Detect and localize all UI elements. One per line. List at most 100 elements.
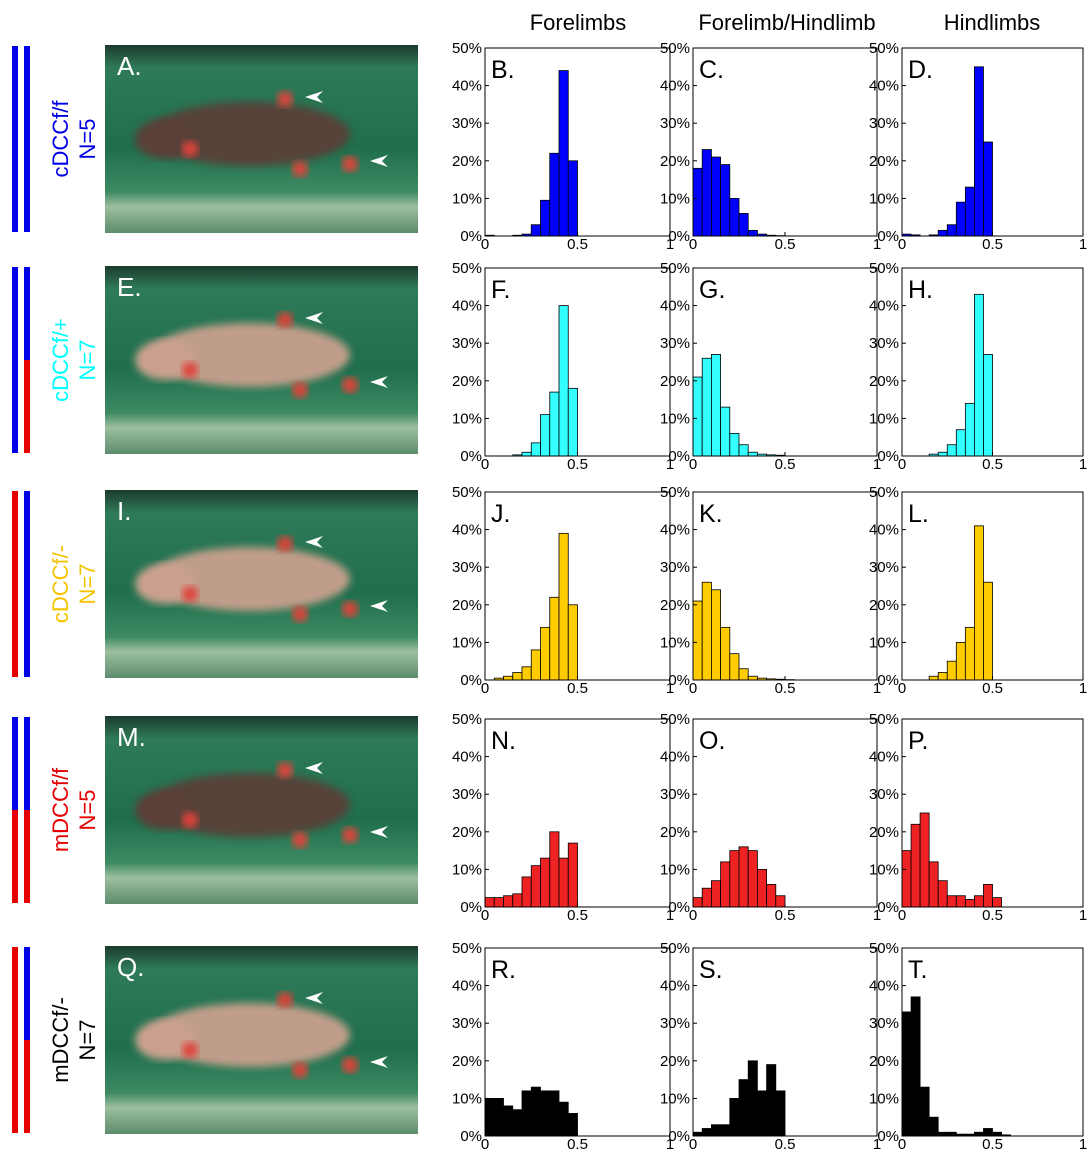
histogram-bar (947, 445, 956, 456)
y-tick-label: 50% (660, 940, 690, 957)
histogram-bar (721, 862, 730, 907)
paw (342, 156, 358, 172)
panel-letter: H. (908, 276, 933, 304)
x-tick-label: 0 (898, 1136, 906, 1153)
paw (277, 992, 293, 1008)
histogram-bar (993, 898, 1002, 907)
y-tick-label: 40% (452, 749, 482, 766)
genotype-bar (12, 947, 18, 1133)
y-tick-label: 0% (668, 672, 690, 689)
y-tick-label: 40% (660, 78, 690, 95)
y-tick-label: 10% (452, 634, 482, 651)
y-tick-label: 0% (877, 672, 899, 689)
histogram-bar (711, 590, 720, 680)
column-header: Forelimbs (530, 10, 627, 35)
histogram-bar (902, 1012, 911, 1136)
x-tick-label: 0.5 (567, 1136, 588, 1153)
y-tick-label: 30% (452, 335, 482, 352)
y-tick-label: 10% (660, 410, 690, 427)
y-tick-label: 20% (660, 153, 690, 170)
x-tick-label: 0.5 (775, 1136, 796, 1153)
y-tick-label: 40% (869, 78, 899, 95)
y-tick-label: 50% (660, 260, 690, 277)
y-tick-label: 0% (877, 228, 899, 245)
paw (292, 382, 308, 398)
histogram-bar (965, 187, 974, 236)
histogram-bar (702, 582, 711, 680)
x-tick-label: 0.5 (567, 236, 588, 253)
y-tick-label: 40% (660, 978, 690, 995)
y-tick-label: 50% (869, 40, 899, 57)
y-tick-label: 0% (877, 1128, 899, 1145)
photo-label: A. (117, 51, 142, 81)
y-tick-label: 20% (869, 597, 899, 614)
genotype-bar (12, 491, 18, 677)
histogram-bar (938, 672, 947, 680)
y-tick-label: 0% (877, 448, 899, 465)
paw (342, 601, 358, 617)
histogram-bar (757, 869, 766, 907)
histogram-bar (938, 1132, 947, 1136)
x-tick-label: 0 (481, 236, 489, 253)
histogram-bar (739, 445, 748, 456)
x-tick-label: 1 (1079, 680, 1087, 697)
y-tick-label: 10% (869, 190, 899, 207)
x-tick-label: 0.5 (567, 456, 588, 473)
genotype-bar (12, 717, 18, 810)
histogram-bar (920, 813, 929, 907)
histogram-bar (550, 153, 559, 236)
histogram-bar (730, 654, 739, 680)
histogram-bar (693, 168, 702, 236)
y-tick-label: 10% (452, 410, 482, 427)
histogram-bar (485, 898, 494, 907)
row-genotype: cDCCf/+ (48, 318, 73, 402)
y-tick-label: 50% (452, 260, 482, 277)
y-tick-label: 50% (869, 940, 899, 957)
y-tick-label: 30% (660, 115, 690, 132)
histogram-bar (568, 1113, 577, 1136)
panel-letter: O. (699, 727, 725, 755)
x-tick-label: 1 (1079, 1136, 1087, 1153)
y-tick-label: 30% (452, 786, 482, 803)
y-tick-label: 10% (869, 634, 899, 651)
histogram-bar (711, 1125, 720, 1136)
x-tick-label: 0.5 (775, 907, 796, 924)
row-n: N=5 (75, 119, 100, 160)
y-tick-label: 40% (452, 978, 482, 995)
x-tick-label: 0 (898, 456, 906, 473)
histogram-bar (693, 377, 702, 456)
histogram-bar (568, 843, 577, 907)
histogram-bar (911, 997, 920, 1136)
histogram-bar (974, 67, 983, 236)
y-tick-label: 30% (869, 115, 899, 132)
x-tick-label: 0.5 (775, 680, 796, 697)
column-header: Hindlimbs (944, 10, 1041, 35)
histogram-bar (929, 862, 938, 907)
y-tick-label: 30% (452, 1015, 482, 1032)
histogram-bar (513, 1110, 522, 1136)
panel-letter: G. (699, 276, 725, 304)
photo-label: I. (117, 496, 131, 526)
y-tick-label: 0% (460, 1128, 482, 1145)
row-n: N=7 (75, 1020, 100, 1061)
histogram-bar (531, 443, 540, 456)
histogram-bar (956, 202, 965, 236)
row-n: N=7 (75, 564, 100, 605)
histogram-bar (929, 1117, 938, 1136)
histogram-bar (956, 430, 965, 456)
y-tick-label: 40% (869, 522, 899, 539)
histogram-bar (550, 832, 559, 907)
y-tick-label: 50% (452, 711, 482, 728)
histogram-bar (938, 881, 947, 907)
y-tick-label: 0% (668, 228, 690, 245)
histogram-bar (739, 1080, 748, 1136)
x-tick-label: 0 (481, 456, 489, 473)
x-tick-label: 0.5 (982, 1136, 1003, 1153)
histogram-bar (522, 1091, 531, 1136)
paw (342, 827, 358, 843)
y-tick-label: 50% (869, 260, 899, 277)
histogram-bar (711, 157, 720, 236)
x-tick-label: 0.5 (982, 680, 1003, 697)
paw (292, 832, 308, 848)
